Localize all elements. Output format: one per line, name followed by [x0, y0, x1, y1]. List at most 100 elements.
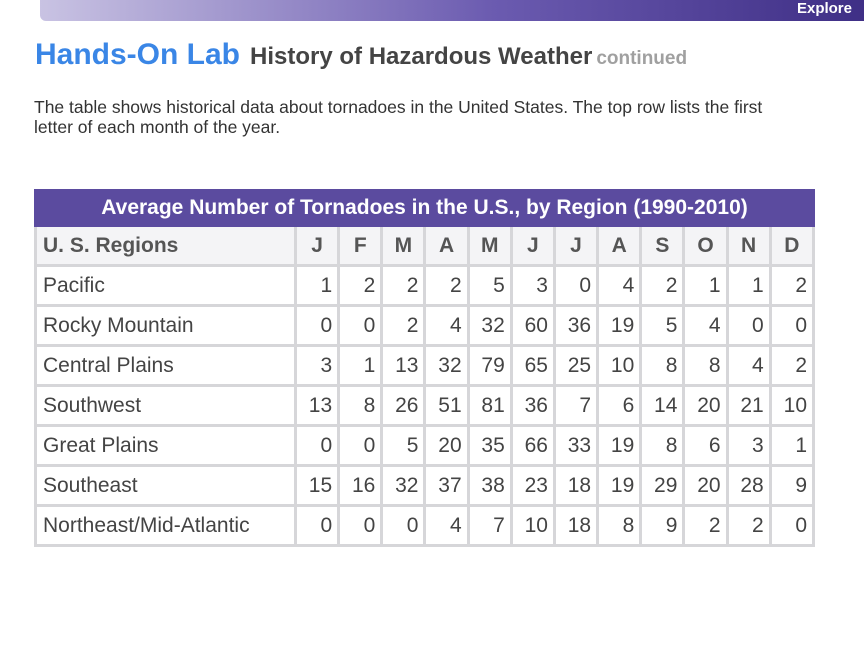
cell-value: 6: [596, 384, 643, 427]
cell-value: 32: [423, 344, 470, 387]
cell-value: 8: [639, 344, 686, 387]
cell-value: 6: [682, 424, 729, 467]
cell-value: 81: [466, 384, 513, 427]
cell-value: 18: [552, 464, 600, 507]
cell-value: 13: [293, 384, 341, 427]
table-row: Rocky Mountain 0 0 2 4 32 60 36 19 5 4 0 0: [34, 304, 816, 347]
description: The table shows historical data about to…: [34, 97, 763, 137]
month-header: J: [552, 224, 600, 267]
continued-label: continued: [596, 48, 688, 69]
cell-value: 3: [725, 424, 772, 467]
cell-value: 0: [337, 504, 384, 547]
cell-value: 3: [509, 264, 556, 307]
cell-value: 0: [337, 304, 384, 347]
cell-value: 2: [380, 264, 427, 307]
table-row: Pacific 1 2 2 2 5 3 0 4 2 1 1 2: [34, 264, 816, 307]
heading: Hands-On Lab History of Hazardous Weather…: [35, 38, 687, 72]
cell-value: 2: [768, 264, 816, 307]
cell-value: 16: [337, 464, 384, 507]
month-header: N: [725, 224, 772, 267]
cell-value: 13: [380, 344, 427, 387]
cell-value: 1: [725, 264, 772, 307]
cell-value: 60: [509, 304, 556, 347]
cell-value: 32: [466, 304, 513, 347]
table-row: Central Plains 3 1 13 32 79 65 25 10 8 8 4 2: [34, 344, 816, 387]
cell-value: 4: [423, 304, 470, 347]
cell-value: 2: [768, 344, 816, 387]
title: Hands-On Lab: [35, 38, 241, 71]
table-title: Average Number of Tornadoes in the U.S.,…: [34, 189, 815, 227]
cell-value: 19: [596, 464, 643, 507]
cell-value: 5: [380, 424, 427, 467]
region-name: Northeast/Mid-Atlantic: [34, 504, 297, 547]
cell-value: 0: [293, 424, 341, 467]
cell-value: 2: [380, 304, 427, 347]
cell-value: 2: [639, 264, 686, 307]
cell-value: 0: [337, 424, 384, 467]
cell-value: 4: [725, 344, 772, 387]
cell-value: 29: [639, 464, 686, 507]
region-header: U. S. Regions: [34, 224, 297, 267]
region-name: Great Plains: [34, 424, 297, 467]
month-header: A: [423, 224, 470, 267]
cell-value: 32: [380, 464, 427, 507]
cell-value: 10: [596, 344, 643, 387]
tab-label[interactable]: Explore: [796, 0, 852, 17]
table-body: Pacific 1 2 2 2 5 3 0 4 2 1 1 2 Rocky Mountain 0 0 2 4 32 6…: [34, 264, 816, 547]
cell-value: 2: [682, 504, 729, 547]
cell-value: 9: [639, 504, 686, 547]
region-name: Rocky Mountain: [34, 304, 297, 347]
cell-value: 0: [293, 304, 341, 347]
cell-value: 0: [552, 264, 600, 307]
cell-value: 1: [768, 424, 816, 467]
month-header: A: [596, 224, 643, 267]
cell-value: 20: [682, 384, 729, 427]
month-header: D: [768, 224, 816, 267]
cell-value: 1: [337, 344, 384, 387]
table-row: Southeast 15 16 32 37 38 23 18 19 29 20 28 9: [34, 464, 816, 507]
cell-value: 21: [725, 384, 772, 427]
top-bar: Explore: [40, 0, 864, 21]
cell-value: 38: [466, 464, 513, 507]
cell-value: 2: [725, 504, 772, 547]
cell-value: 5: [639, 304, 686, 347]
cell-value: 8: [639, 424, 686, 467]
cell-value: 7: [552, 384, 600, 427]
cell-value: 0: [725, 304, 772, 347]
cell-value: 36: [552, 304, 600, 347]
cell-value: 35: [466, 424, 513, 467]
cell-value: 20: [423, 424, 470, 467]
cell-value: 65: [509, 344, 556, 387]
table-row: Southwest 13 8 26 51 81 36 7 6 14 20 21 10: [34, 384, 816, 427]
cell-value: 3: [293, 344, 341, 387]
cell-value: 2: [423, 264, 470, 307]
cell-value: 14: [639, 384, 686, 427]
month-header: M: [380, 224, 427, 267]
cell-value: 36: [509, 384, 556, 427]
cell-value: 66: [509, 424, 556, 467]
cell-value: 33: [552, 424, 600, 467]
cell-value: 7: [466, 504, 513, 547]
cell-value: 2: [337, 264, 384, 307]
cell-value: 18: [552, 504, 600, 547]
table-row: Great Plains 0 0 5 20 35 66 33 19 8 6 3 1: [34, 424, 816, 467]
region-name: Southwest: [34, 384, 297, 427]
data-table: Average Number of Tornadoes in the U.S.,…: [34, 189, 816, 547]
month-header: J: [509, 224, 556, 267]
cell-value: 5: [466, 264, 513, 307]
month-header: M: [466, 224, 513, 267]
cell-value: 8: [596, 504, 643, 547]
cell-value: 1: [682, 264, 729, 307]
cell-value: 10: [768, 384, 816, 427]
month-header: J: [293, 224, 341, 267]
cell-value: 0: [293, 504, 341, 547]
cell-value: 0: [380, 504, 427, 547]
cell-value: 8: [337, 384, 384, 427]
month-header: S: [639, 224, 686, 267]
cell-value: 0: [768, 304, 816, 347]
cell-value: 23: [509, 464, 556, 507]
cell-value: 20: [682, 464, 729, 507]
cell-value: 19: [596, 424, 643, 467]
subtitle: History of Hazardous Weather: [250, 43, 593, 70]
